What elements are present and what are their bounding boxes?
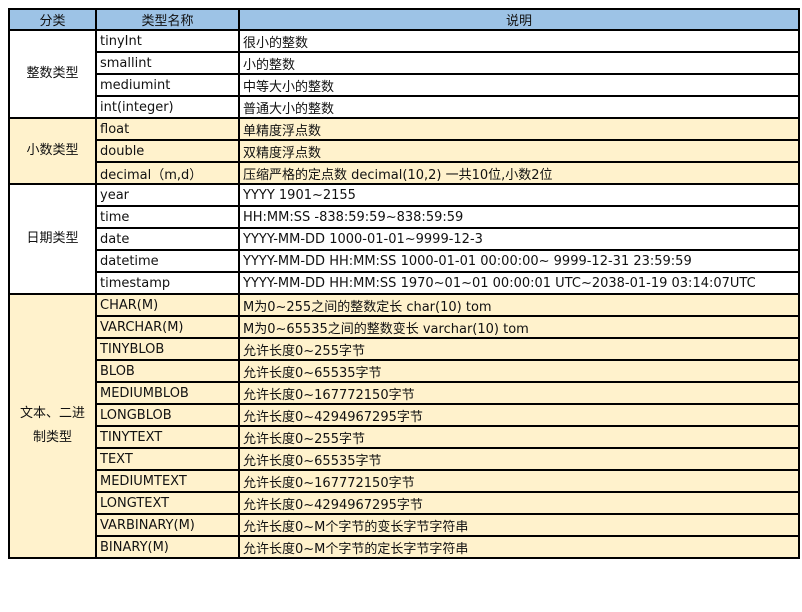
type-name-cell: date [95,227,240,251]
description-cell: YYYY-MM-DD 1000-01-01~9999-12-3 [238,227,800,251]
type-name-cell: MEDIUMBLOB [95,381,240,405]
type-name-cell: BINARY(M) [95,535,240,559]
table-row: BLOB 允许长度0~65535字节 [9,359,800,383]
table-row: 文本、二进制类型 CHAR(M) M为0~255之间的整数定长 char(10) t… [8,293,800,559]
description-cell: 压缩严格的定点数 decimal(10,2) 一共10位,小数2位 [238,161,800,185]
table-row: LONGBLOB 允许长度0~4294967295字节 [9,403,800,427]
description-cell: 允许长度0~65535字节 [238,447,800,471]
table-row: time HH:MM:SS -838:59:59~838:59:59 [9,205,800,229]
table-row: timestamp YYYY-MM-DD HH:MM:SS 1970~01~01 … [9,271,800,295]
type-name-cell: time [95,205,240,229]
table-row: smallint 小的整数 [9,51,800,75]
type-name-cell: TINYTEXT [95,425,240,449]
description-cell: 允许长度0~167772150字节 [238,469,800,493]
table-row: datetime YYYY-MM-DD HH:MM:SS 1000-01-01 0… [9,249,800,273]
type-name-cell: LONGBLOB [95,403,240,427]
table-row: TINYBLOB 允许长度0~255字节 [9,337,800,361]
type-name-cell: TEXT [95,447,240,471]
header-type-name: 类型名称 [95,8,240,31]
table-row: TEXT 允许长度0~65535字节 [9,447,800,471]
table-row: TINYTEXT 允许长度0~255字节 [9,425,800,449]
description-cell: 允许长度0~M个字节的定长字节字符串 [238,535,800,559]
type-name-cell: double [95,139,240,163]
description-cell: HH:MM:SS -838:59:59~838:59:59 [238,205,800,229]
description-cell: 普通大小的整数 [238,95,800,119]
description-cell: 允许长度0~4294967295字节 [238,491,800,515]
description-cell: 允许长度0~4294967295字节 [238,403,800,427]
type-name-cell: smallint [95,51,240,75]
description-cell: 允许长度0~65535字节 [238,359,800,383]
table-row: 日期类型 year YYYY 1901~2155 [8,183,800,295]
description-cell: 允许长度0~255字节 [238,425,800,449]
table-row: 小数类型 float 单精度浮点数 [8,117,800,185]
description-cell: M为0~65535之间的整数变长 varchar(10) tom [238,315,800,339]
type-name-cell: mediumint [95,73,240,97]
table-row: decimal（m,d） 压缩严格的定点数 decimal(10,2) 一共10位… [9,161,800,185]
table-row: int(integer) 普通大小的整数 [9,95,800,119]
header-category: 分类 [8,8,97,31]
description-cell: 允许长度0~255字节 [238,337,800,361]
table-row: MEDIUMTEXT 允许长度0~167772150字节 [9,469,800,493]
type-name-cell: timestamp [95,271,240,295]
description-cell: 允许长度0~M个字节的变长字节字符串 [238,513,800,537]
table-row: 整数类型 tinyInt 很小的整数 [8,29,800,119]
description-cell: YYYY-MM-DD HH:MM:SS 1970~01~01 00:00:01 … [238,271,800,295]
description-cell: 允许长度0~167772150字节 [238,381,800,405]
mysql-data-types-table: 分类 类型名称 说明 整数类型 tinyInt 很小的整数 smallint 小的整数 m… [8,8,800,559]
type-name-cell: VARBINARY(M) [95,513,240,537]
table-row: VARBINARY(M) 允许长度0~M个字节的变长字节字符串 [9,513,800,537]
type-name-cell: datetime [95,249,240,273]
type-name-cell: CHAR(M) [95,293,240,317]
description-cell: 小的整数 [238,51,800,75]
header-description: 说明 [238,8,800,31]
table-row: VARCHAR(M) M为0~65535之间的整数变长 varchar(10) t… [9,315,800,339]
description-cell: 很小的整数 [238,29,800,53]
description-cell: 单精度浮点数 [238,117,800,141]
description-cell: M为0~255之间的整数定长 char(10) tom [238,293,800,317]
description-cell: 双精度浮点数 [238,139,800,163]
type-name-cell: LONGTEXT [95,491,240,515]
category-cell: 小数类型 [8,117,97,185]
type-name-cell: decimal（m,d） [95,161,240,185]
table-row: double 双精度浮点数 [9,139,800,163]
type-name-cell: int(integer) [95,95,240,119]
table-row: date YYYY-MM-DD 1000-01-01~9999-12-3 [9,227,800,251]
type-name-cell: TINYBLOB [95,337,240,361]
category-cell: 整数类型 [8,29,97,119]
description-cell: 中等大小的整数 [238,73,800,97]
category-cell: 文本、二进制类型 [8,293,97,559]
table-row: LONGTEXT 允许长度0~4294967295字节 [9,491,800,515]
header-row: 分类 类型名称 说明 [8,8,800,31]
type-name-cell: BLOB [95,359,240,383]
table-row: BINARY(M) 允许长度0~M个字节的定长字节字符串 [9,535,800,559]
type-name-cell: tinyInt [95,29,240,53]
type-name-cell: float [95,117,240,141]
type-name-cell: VARCHAR(M) [95,315,240,339]
table-row: mediumint 中等大小的整数 [9,73,800,97]
description-cell: YYYY-MM-DD HH:MM:SS 1000-01-01 00:00:00~… [238,249,800,273]
table-body: 整数类型 tinyInt 很小的整数 smallint 小的整数 mediumint 中等大… [8,29,800,559]
description-cell: YYYY 1901~2155 [238,183,800,207]
type-name-cell: year [95,183,240,207]
table-row: MEDIUMBLOB 允许长度0~167772150字节 [9,381,800,405]
category-cell: 日期类型 [8,183,97,295]
type-name-cell: MEDIUMTEXT [95,469,240,493]
